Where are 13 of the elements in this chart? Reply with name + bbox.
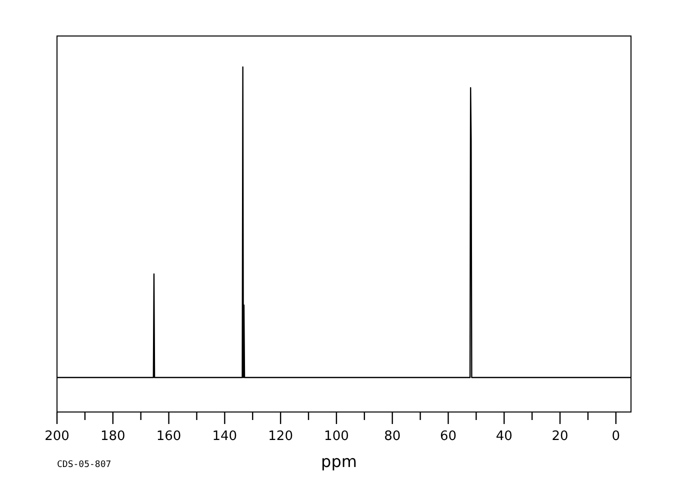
x-tick-label: 180 [100, 429, 126, 444]
x-tick-label: 100 [324, 429, 349, 444]
x-tick-label: 0 [612, 429, 620, 444]
x-tick-label: 20 [552, 429, 568, 444]
x-tick-label: 140 [212, 429, 238, 444]
x-tick-label: 60 [440, 429, 457, 444]
x-axis-title: ppm [321, 452, 357, 471]
x-tick-label: 120 [268, 429, 293, 444]
text: CDS-05-807 [57, 460, 112, 470]
x-tick-label: 200 [44, 429, 70, 444]
x-tick-label: 80 [384, 429, 401, 444]
x-tick-label: 160 [156, 429, 182, 444]
x-tick-label: 40 [496, 429, 512, 444]
